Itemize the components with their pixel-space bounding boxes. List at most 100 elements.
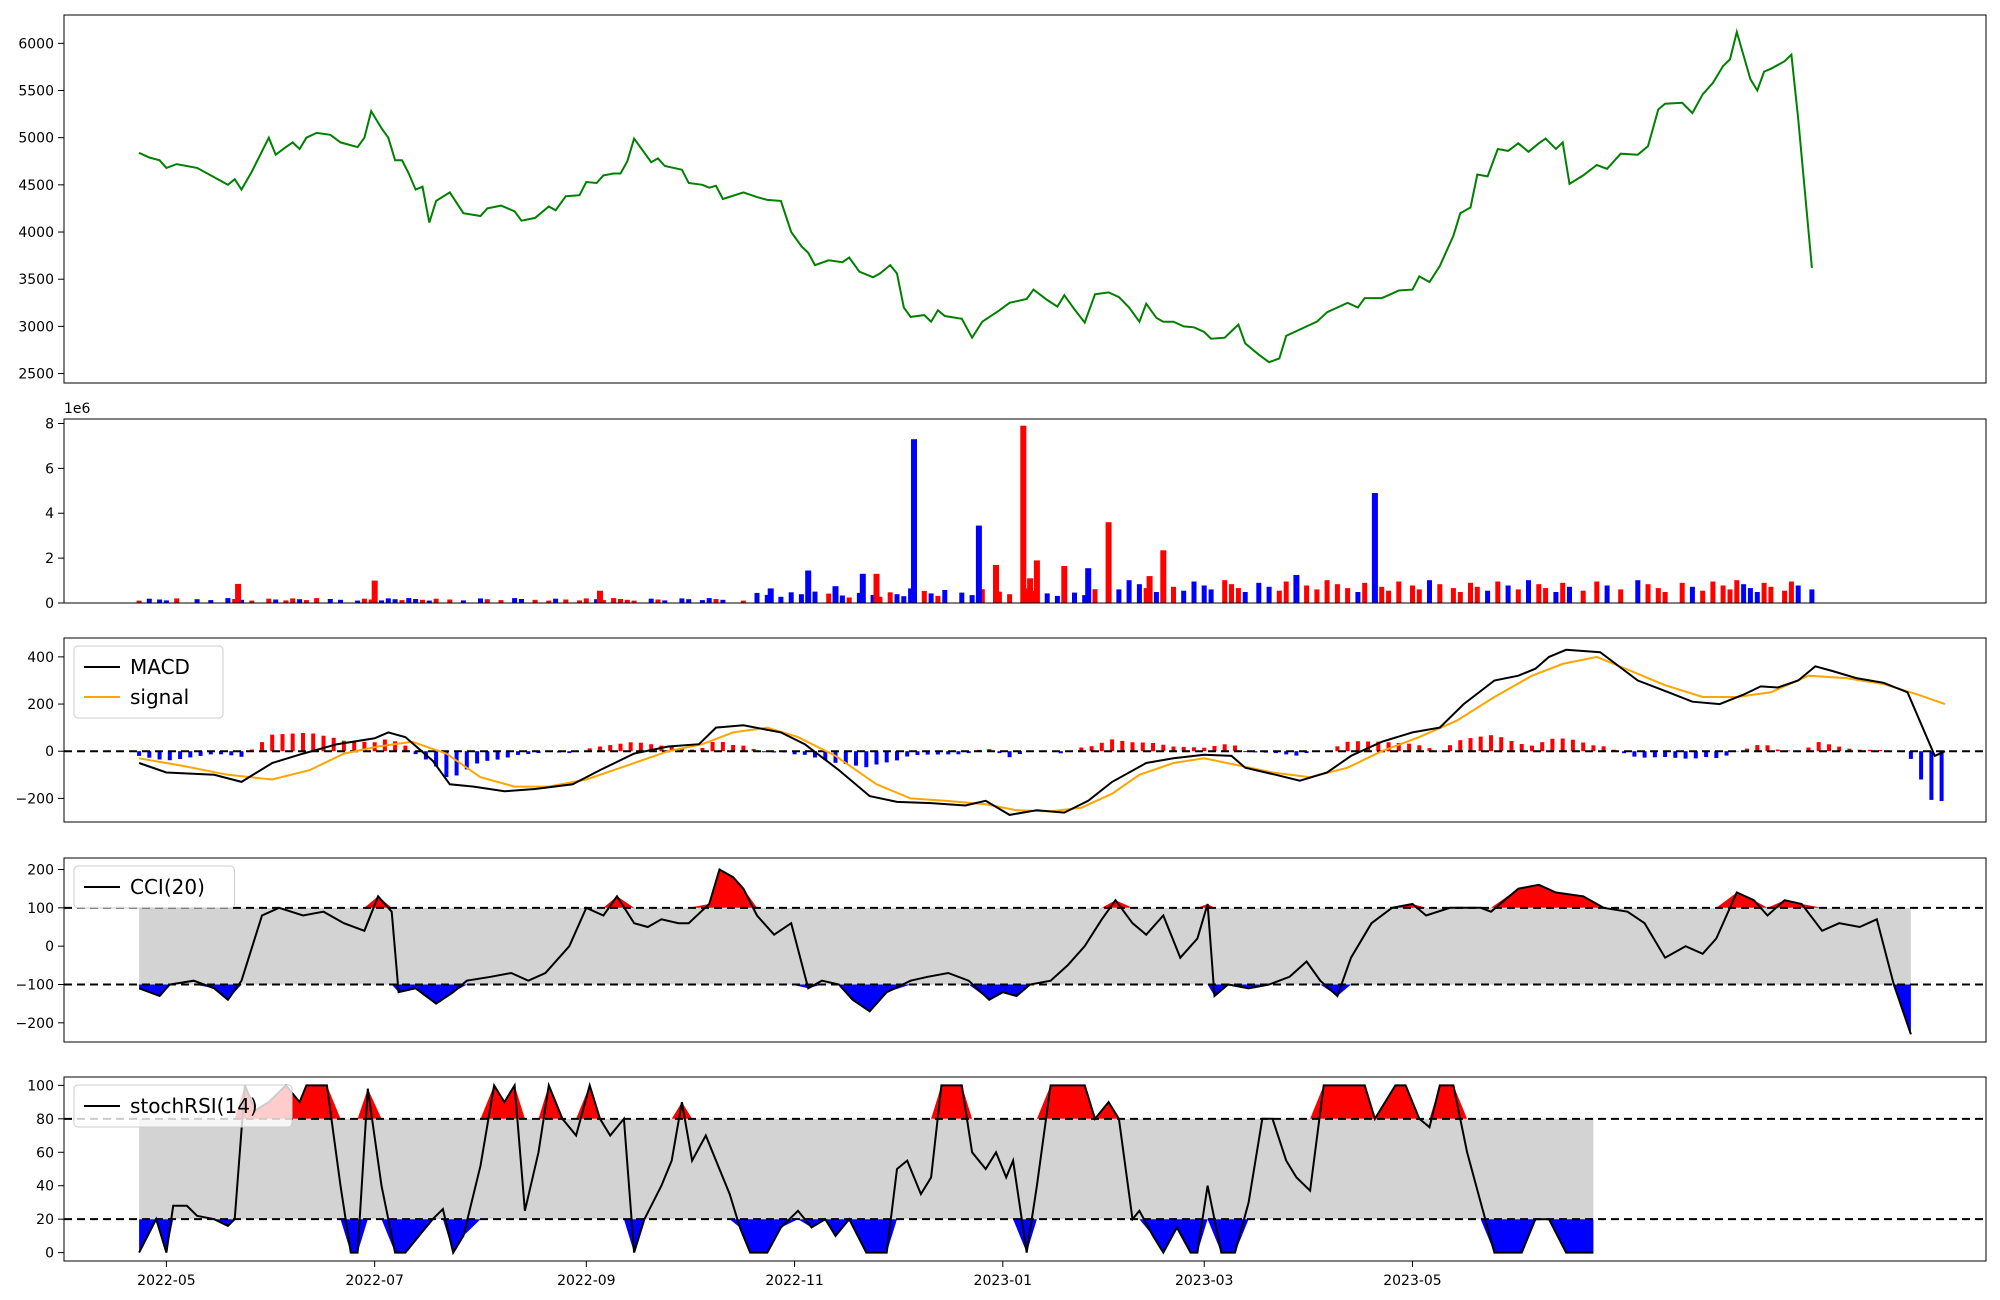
volume-bar: [631, 600, 637, 603]
stochrsi-panel-frame: [63, 1076, 1987, 1262]
volume-bar: [519, 599, 524, 603]
volume-bar: [887, 592, 893, 603]
volume-bar: [1072, 592, 1077, 603]
volume-bar: [1386, 590, 1392, 603]
volume-bar: [979, 589, 985, 603]
volume-bar: [1635, 580, 1641, 603]
macd-histogram-bar: [1376, 741, 1381, 752]
macd-histogram-bar: [321, 735, 326, 752]
volume-bar: [532, 599, 538, 603]
macd-histogram-bar: [628, 742, 633, 752]
volume-bar: [826, 593, 832, 603]
volume-bar: [368, 599, 374, 603]
macd-histogram-bar: [843, 751, 848, 764]
macd-histogram-bar: [1724, 751, 1729, 756]
volume-bar: [249, 600, 255, 603]
volume-bar: [1416, 589, 1422, 603]
macd-histogram-bar: [1110, 739, 1115, 752]
volume-bar: [297, 599, 303, 603]
volume-bar: [1033, 560, 1040, 603]
macd-histogram-bar: [1919, 751, 1924, 780]
macd-histogram-bar: [526, 751, 531, 755]
x-tick-label: 2022-11: [765, 1273, 824, 1289]
cci-ytick-label: 200: [27, 863, 54, 879]
macd-histogram-bar: [516, 751, 520, 755]
volume-bar: [1191, 581, 1197, 603]
macd-histogram-bar: [1140, 742, 1145, 752]
macd-histogram-bar: [608, 745, 613, 752]
macd-histogram-bar: [1192, 747, 1196, 752]
volume-bar: [385, 598, 391, 603]
volume-bar: [975, 525, 982, 603]
cci-ytick-label: −100: [16, 978, 54, 994]
volume-bar: [338, 599, 343, 603]
volume-bar: [361, 598, 367, 603]
volume-bar: [1082, 595, 1088, 603]
macd-histogram-bar: [1663, 751, 1668, 757]
macd-ytick-label: 200: [27, 697, 54, 713]
macd-histogram-bar: [1448, 745, 1452, 752]
volume-bar: [1256, 582, 1262, 603]
macd-legend-label: signal: [130, 685, 189, 709]
volume-bar: [594, 599, 600, 603]
stochrsi-ytick-label: 40: [36, 1179, 54, 1195]
volume-bar: [1054, 595, 1060, 603]
volume-bar: [157, 599, 163, 603]
macd-histogram-bar: [1683, 751, 1688, 759]
price-ytick-label: 2500: [18, 367, 54, 383]
volume-bar: [720, 599, 726, 603]
volume-bar: [1116, 589, 1122, 603]
macd-histogram-bar: [1468, 738, 1473, 752]
macd-histogram-bar: [147, 751, 152, 758]
volume-bar: [805, 570, 812, 603]
volume-bar: [624, 599, 630, 603]
macd-histogram-bar: [618, 743, 623, 752]
macd-histogram-bar: [1458, 740, 1463, 752]
volume-bar: [935, 595, 941, 603]
volume-bar: [778, 596, 784, 603]
stochrsi-legend: [73, 1084, 293, 1128]
price-ytick-label: 3000: [18, 319, 54, 335]
volume-bar: [798, 594, 804, 603]
macd-histogram-bar: [946, 751, 951, 755]
volume-bar: [1105, 522, 1112, 603]
stochrsi-legend-label: stochRSI(14): [130, 1094, 258, 1118]
volume-bar: [1181, 590, 1187, 603]
cci-overbought-fill: [139, 869, 1911, 908]
volume-bar: [447, 599, 453, 603]
macd-line: [138, 648, 1946, 816]
volume-bar: [959, 592, 965, 603]
volume-bar: [1543, 588, 1549, 603]
volume-bar: [1266, 586, 1272, 603]
macd-histogram-bar: [987, 749, 992, 752]
volume-bar: [1355, 592, 1361, 603]
volume-bar: [1747, 588, 1753, 603]
volume-bar: [1314, 589, 1320, 603]
macd-histogram-bar: [1939, 751, 1944, 802]
volume-bar: [1474, 586, 1480, 603]
volume-bar: [1143, 588, 1149, 603]
macd-histogram-bar: [1581, 742, 1586, 752]
volume-bar: [1505, 585, 1511, 603]
volume-bar: [136, 600, 142, 603]
volume-bar: [1153, 592, 1159, 603]
volume-bar: [1450, 588, 1456, 603]
price-ytick-label: 4000: [18, 225, 54, 241]
cci-line: [138, 868, 1912, 1035]
macd-histogram-bar: [710, 742, 715, 752]
volume-bar: [478, 598, 483, 603]
macd-histogram-bar: [1427, 748, 1432, 752]
macd-histogram-bar: [1570, 739, 1575, 752]
macd-histogram-bar: [1601, 746, 1606, 752]
macd-histogram-bar: [567, 751, 572, 754]
macd-histogram-bar: [1243, 751, 1248, 753]
macd-histogram-bar: [761, 751, 766, 753]
macd-histogram-bar: [1929, 751, 1934, 800]
volume-bar: [699, 600, 705, 603]
macd-histogram-bar: [1130, 742, 1135, 752]
macd-histogram-bar: [1745, 748, 1749, 752]
volume-bar: [911, 439, 917, 603]
volume-bar: [1645, 584, 1651, 603]
volume-bar: [283, 600, 289, 603]
macd-histogram-bar: [1704, 751, 1709, 758]
